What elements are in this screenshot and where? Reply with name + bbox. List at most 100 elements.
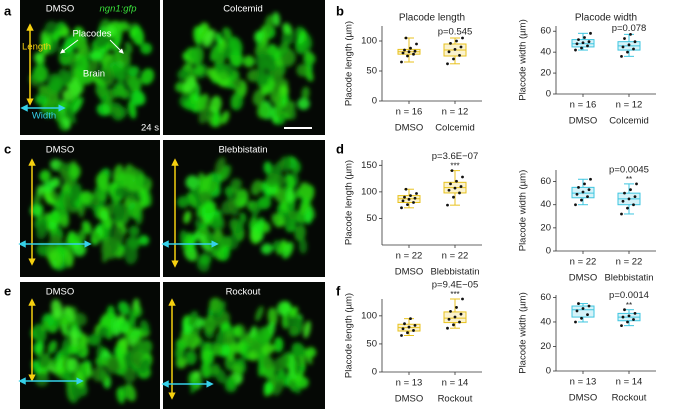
n-label: n = 16 <box>570 100 597 111</box>
data-point <box>581 307 585 310</box>
cell <box>264 14 274 35</box>
cell <box>101 241 112 259</box>
data-point <box>620 212 623 216</box>
y-tick-label: 0 <box>546 89 551 100</box>
cell <box>250 202 261 216</box>
cell <box>41 321 49 333</box>
data-point <box>626 206 629 210</box>
micrograph <box>20 140 160 277</box>
data-point <box>459 312 463 316</box>
cell <box>282 22 292 35</box>
x-tick-label: Blebbistatin <box>430 267 479 278</box>
cell <box>177 68 190 81</box>
data-point <box>407 325 411 329</box>
cell <box>124 41 133 54</box>
data-point <box>586 195 589 199</box>
data-point <box>461 297 464 301</box>
cell <box>139 319 150 334</box>
data-point <box>449 42 452 45</box>
data-point <box>403 48 406 52</box>
cell <box>254 217 265 235</box>
image-label: DMSO <box>46 287 75 298</box>
micrographs <box>20 0 325 409</box>
cell <box>199 253 212 266</box>
cell <box>273 356 287 372</box>
cell <box>118 301 131 316</box>
data-point <box>450 169 454 173</box>
cell <box>138 342 150 353</box>
data-point <box>458 54 461 57</box>
cell <box>290 160 301 174</box>
cell <box>36 223 48 240</box>
cell <box>232 363 243 375</box>
cell <box>230 92 244 111</box>
data-point <box>455 306 458 309</box>
data-point <box>447 50 451 54</box>
cell <box>256 72 269 87</box>
cell <box>250 338 264 356</box>
time-label: 24 s <box>141 123 159 134</box>
cell <box>131 204 141 219</box>
data-point <box>406 54 409 58</box>
y-axis-label: Placode width (µm) <box>518 19 529 101</box>
cell <box>114 186 128 198</box>
cell <box>244 334 253 346</box>
cell <box>118 21 130 32</box>
data-point <box>412 329 415 332</box>
data-point <box>404 187 408 191</box>
data-point <box>629 32 632 36</box>
n-label: n = 13 <box>396 378 423 389</box>
panel-label: c <box>4 141 11 156</box>
cell <box>128 308 138 327</box>
cell <box>128 225 140 237</box>
data-point <box>409 46 412 50</box>
image-label: DMSO <box>46 4 75 15</box>
data-point <box>452 57 455 61</box>
data-point <box>575 309 579 313</box>
cell <box>273 337 284 353</box>
cell <box>54 110 64 123</box>
data-point <box>633 195 637 199</box>
data-point <box>453 186 457 190</box>
data-point <box>453 315 457 319</box>
cell <box>124 383 137 402</box>
y-tick-label: 20 <box>540 222 551 233</box>
cells <box>176 155 316 273</box>
panel-label: f <box>336 283 341 298</box>
data-point <box>633 40 637 44</box>
cell <box>284 155 292 173</box>
brain-label: Brain <box>83 69 105 80</box>
n-label: n = 12 <box>442 107 469 118</box>
data-point <box>623 37 626 40</box>
data-point <box>401 199 405 203</box>
p-value: p=0.078 <box>612 23 647 34</box>
data-point <box>452 323 455 327</box>
data-point <box>415 42 418 46</box>
cells <box>31 298 153 404</box>
cell <box>113 204 124 224</box>
cell <box>81 220 92 235</box>
cell <box>39 169 51 182</box>
significance: *** <box>450 162 459 171</box>
cell <box>203 315 217 334</box>
cell <box>294 224 306 242</box>
data-point <box>587 188 591 192</box>
cell <box>138 235 150 246</box>
cell <box>76 74 85 88</box>
cell <box>303 320 311 339</box>
cell <box>175 343 185 361</box>
panel-label: a <box>4 3 12 18</box>
cell <box>50 189 59 202</box>
cell <box>209 95 222 114</box>
y-tick-label: 20 <box>540 341 551 352</box>
cell <box>252 88 265 106</box>
n-label: n = 16 <box>396 107 423 118</box>
cell <box>197 93 209 111</box>
cell <box>288 325 299 337</box>
data-point <box>412 52 415 56</box>
cell <box>209 43 222 62</box>
cell <box>287 209 299 220</box>
cell <box>72 97 84 114</box>
cell <box>214 300 226 320</box>
cell <box>210 246 218 258</box>
